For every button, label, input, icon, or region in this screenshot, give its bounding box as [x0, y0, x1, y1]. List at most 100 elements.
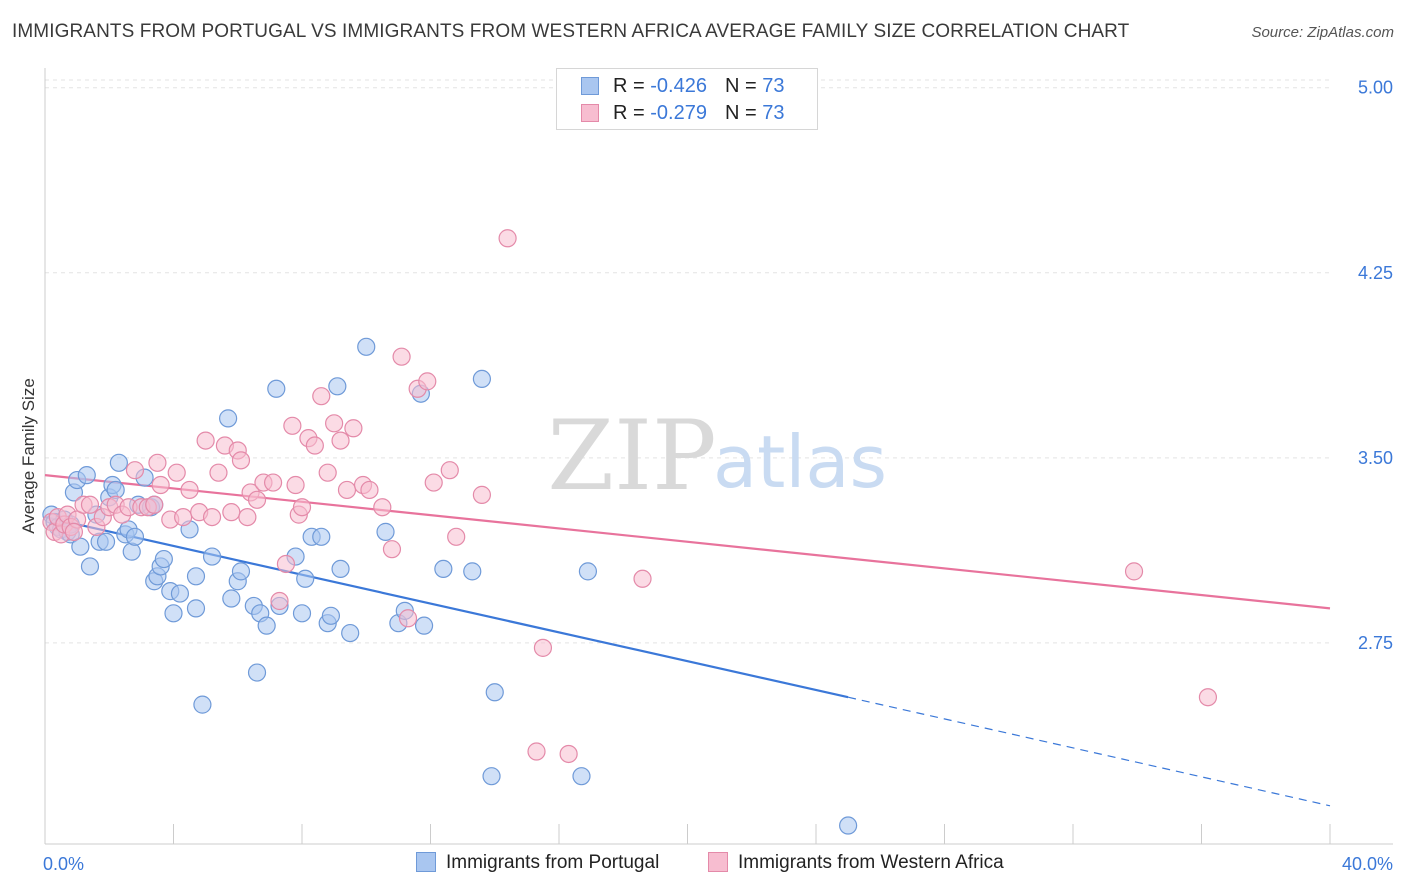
- western-africa-point: [472, 485, 491, 504]
- n-value-western-africa: 73: [762, 102, 785, 124]
- western-africa-point: [398, 609, 418, 628]
- western-africa-point: [1124, 562, 1144, 581]
- western-africa-point: [305, 436, 324, 455]
- western-africa-point: [209, 463, 228, 482]
- portugal-point: [341, 623, 360, 643]
- source-label: Source: ZipAtlas.com: [1251, 24, 1394, 41]
- portugal-point: [154, 549, 173, 569]
- portugal-point: [357, 337, 376, 356]
- portugal-point: [122, 542, 141, 561]
- western-africa-point: [238, 507, 257, 527]
- portugal-point: [472, 369, 491, 389]
- portugal-point: [414, 616, 434, 635]
- western-africa-point: [440, 461, 459, 480]
- western-africa-legend-swatch: [708, 852, 728, 872]
- x-tick-label-max: 40.0%: [1342, 854, 1393, 874]
- western-africa-point: [202, 507, 222, 527]
- western-africa-point: [392, 347, 411, 366]
- western-africa-point: [337, 480, 357, 500]
- legend-item-western-africa[interactable]: Immigrants from Western Africa: [708, 852, 1004, 874]
- portugal-point: [312, 527, 331, 546]
- western-africa-point: [424, 473, 443, 492]
- western-africa-point: [174, 507, 193, 527]
- portugal-point: [463, 562, 482, 581]
- western-africa-point: [373, 498, 392, 517]
- western-africa-point: [312, 387, 331, 406]
- western-africa-point: [447, 527, 466, 546]
- portugal-point: [257, 616, 276, 635]
- n-label: N =: [724, 75, 763, 97]
- r-label: R =: [613, 75, 651, 97]
- legend-item-portugal[interactable]: Immigrants from Portugal: [416, 852, 659, 874]
- western-africa-point: [263, 473, 283, 492]
- western-africa-point: [344, 419, 363, 438]
- western-africa-point: [231, 451, 251, 470]
- western-africa-point: [527, 742, 546, 761]
- portugal-point: [328, 377, 347, 396]
- trend-lines: [44, 474, 1331, 807]
- legend-label-portugal: Immigrants from Portugal: [446, 852, 660, 873]
- western-africa-point: [151, 475, 170, 495]
- portugal-point: [231, 562, 251, 581]
- portugal-point: [170, 584, 190, 603]
- western-africa-point: [325, 414, 344, 433]
- portugal-point: [292, 604, 312, 623]
- western-africa-point: [148, 453, 167, 472]
- western-africa-point: [247, 490, 267, 509]
- portugal-point: [80, 557, 100, 576]
- portugal-point: [839, 816, 858, 835]
- axes: [44, 68, 1393, 845]
- western-africa-point: [533, 638, 553, 657]
- portugal-point: [219, 409, 238, 428]
- correlation-legend: R = -0.426 N = 73 R = -0.279 N = 73: [556, 68, 818, 130]
- portugal-point: [77, 466, 96, 485]
- legend-label-western-africa: Immigrants from Western Africa: [738, 852, 1004, 873]
- western-africa-point: [382, 540, 402, 559]
- portugal-legend-swatch: [416, 852, 436, 872]
- portugal-point: [164, 604, 183, 623]
- portugal-trend-line: [44, 516, 849, 699]
- western-africa-point: [196, 431, 215, 450]
- portugal-point: [222, 589, 241, 608]
- western-africa-point: [286, 475, 305, 495]
- y-tick-label: 2.75: [1358, 633, 1393, 653]
- western-africa-point: [167, 463, 186, 482]
- x-tick-label-min: 0.0%: [43, 854, 84, 874]
- western-africa-point: [633, 569, 652, 588]
- western-africa-point: [125, 461, 145, 480]
- portugal-point: [186, 599, 206, 618]
- portugal-point: [434, 559, 453, 579]
- y-tick-label: 5.00: [1358, 78, 1393, 98]
- n-label: N =: [724, 102, 763, 124]
- portugal-point: [125, 527, 145, 546]
- portugal-point: [193, 695, 212, 714]
- chart-title: IMMIGRANTS FROM PORTUGAL VS IMMIGRANTS F…: [12, 21, 1130, 42]
- watermark-zip: ZIP: [547, 400, 716, 512]
- y-axis-title: Average Family Size: [19, 378, 38, 534]
- portugal-point: [296, 569, 315, 588]
- western-africa-point: [64, 522, 84, 541]
- grid-lines: [45, 79, 1330, 644]
- portugal-trend-extension: [847, 696, 1331, 807]
- western-africa-point: [331, 431, 350, 450]
- r-label: R =: [613, 102, 651, 124]
- y-tick-label: 3.50: [1358, 448, 1393, 468]
- portugal-point: [485, 683, 504, 702]
- portugal-point: [578, 562, 598, 581]
- western-africa-point: [418, 372, 437, 391]
- portugal-point: [267, 379, 286, 398]
- western-africa-point: [222, 503, 241, 522]
- portugal-point: [186, 567, 206, 586]
- western-africa-point: [270, 591, 289, 611]
- portugal-point: [202, 547, 222, 566]
- portugal-point: [482, 767, 501, 786]
- western-africa-point: [559, 744, 578, 764]
- western-africa-point: [318, 463, 337, 482]
- watermark: ZIP atlas: [547, 400, 887, 512]
- legend-row-western-africa: R = -0.279 N = 73: [581, 102, 784, 126]
- western-africa-point: [180, 480, 199, 500]
- western-africa-point: [1198, 688, 1218, 707]
- western-africa-point: [276, 554, 296, 574]
- tick-labels: 2.75 3.50 4.25 5.00 0.0% 40.0%: [43, 78, 1393, 874]
